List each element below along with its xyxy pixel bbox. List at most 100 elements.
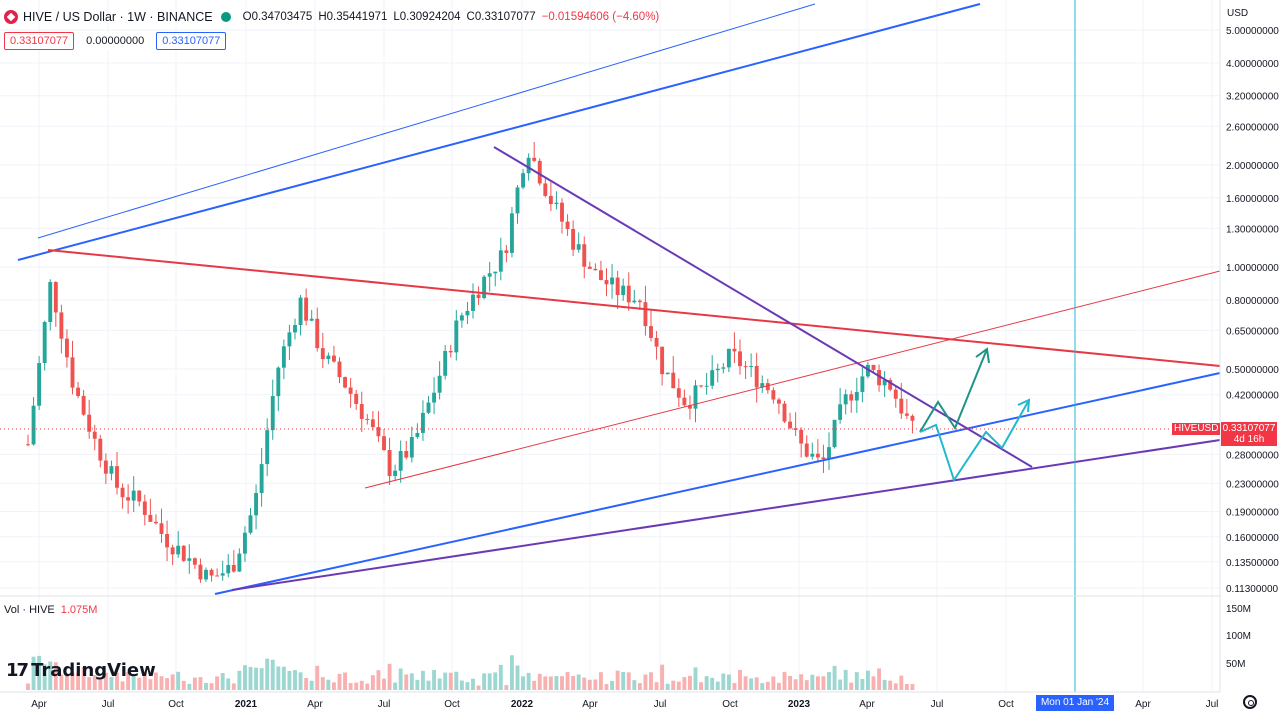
volume-bar xyxy=(398,668,403,690)
time-tick-label: Jul xyxy=(1206,699,1219,710)
volume-bar xyxy=(888,680,893,690)
volume-bar xyxy=(309,680,314,690)
price-tick-label: 5.00000000 xyxy=(1226,26,1279,37)
candle-body xyxy=(187,558,192,561)
volume-bar xyxy=(482,673,487,690)
volume-bar xyxy=(76,672,81,690)
volume-bar xyxy=(115,672,119,690)
volume-bar xyxy=(331,682,336,690)
candle-body xyxy=(743,366,748,368)
volume-value: 1.075M xyxy=(60,604,98,616)
volume-bar xyxy=(387,663,392,690)
outer-channel-line[interactable] xyxy=(37,3,816,239)
time-tick-label: Jul xyxy=(102,699,115,710)
candle-body xyxy=(754,366,759,388)
triangle-top-line[interactable] xyxy=(493,146,1033,468)
candle-body xyxy=(888,379,893,390)
price-tick-label: 1.60000000 xyxy=(1226,194,1279,205)
candle-body xyxy=(871,364,876,370)
bullish-projection-path[interactable] xyxy=(919,348,988,433)
candle-body xyxy=(209,569,214,576)
candle-body xyxy=(537,160,542,184)
candle-body xyxy=(348,387,353,394)
hive-logo-icon xyxy=(4,10,18,24)
volume-bar xyxy=(376,670,381,690)
upper-channel-line[interactable] xyxy=(17,3,981,261)
triangle-bottom-line[interactable] xyxy=(231,439,1221,591)
volume-bar xyxy=(37,655,42,690)
time-tick-label: Apr xyxy=(307,699,323,710)
candle-body xyxy=(893,389,898,399)
currency-selector[interactable]: USD xyxy=(1227,8,1249,19)
candle-body xyxy=(370,419,375,428)
candle-body xyxy=(98,438,103,461)
inner-red-line[interactable] xyxy=(364,270,1221,489)
volume-bar xyxy=(415,679,420,690)
settings-icon[interactable] xyxy=(1243,695,1257,709)
volume-bar xyxy=(721,673,726,690)
last-price-ticker: HIVEUSD xyxy=(1172,423,1221,435)
candle-body xyxy=(287,332,292,347)
time-tick-label: Apr xyxy=(1135,699,1151,710)
volume-bar xyxy=(593,679,598,690)
time-tick-label: Oct xyxy=(998,699,1014,710)
candle-body xyxy=(248,515,253,533)
volume-bar xyxy=(281,666,286,690)
volume-bar xyxy=(493,672,498,690)
volume-bar xyxy=(337,673,342,690)
symbol-legend: HIVE / US Dollar · 1W · BINANCE O0.34703… xyxy=(4,9,659,25)
lower-channel-line[interactable] xyxy=(214,372,1221,595)
volume-bar xyxy=(26,683,30,690)
volume-bar xyxy=(632,680,637,690)
candle-body xyxy=(153,521,158,524)
eye-icon[interactable] xyxy=(220,12,231,22)
time-tick-label: Apr xyxy=(31,699,47,710)
volume-bar xyxy=(404,674,409,690)
buy-price-box[interactable]: 0.33107077 xyxy=(156,32,227,50)
volume-bar xyxy=(42,664,47,690)
candle-body xyxy=(749,366,754,368)
candle-body xyxy=(532,157,537,161)
candle-body xyxy=(838,404,843,420)
candle-body xyxy=(910,415,915,421)
bearish-projection-path[interactable] xyxy=(919,399,1030,483)
candle-body xyxy=(365,418,370,420)
volume-bar xyxy=(899,675,904,690)
volume-bar xyxy=(860,678,865,690)
volume-bar xyxy=(587,679,592,690)
volume-bar xyxy=(509,655,514,690)
candle-body xyxy=(610,277,615,285)
volume-bar xyxy=(354,682,359,690)
volume-bar xyxy=(649,672,653,690)
tradingview-logo[interactable]: 17 TradingView xyxy=(6,660,156,681)
candle-body xyxy=(220,573,225,576)
volume-bar xyxy=(304,677,309,690)
volume-bar xyxy=(265,658,270,690)
candle-body xyxy=(432,392,437,403)
low-value: L0.30924204 xyxy=(393,11,461,23)
volume-bar xyxy=(248,666,253,690)
volume-bar xyxy=(259,668,264,690)
candle-body xyxy=(782,403,787,422)
time-axis: Apr Jul Oct 2021 Apr Jul Oct 2022 Apr Jul Oct 2023 A… xyxy=(31,699,1218,710)
candle-body xyxy=(331,355,336,362)
volume-bar xyxy=(454,671,459,690)
candle-body xyxy=(487,273,492,277)
price-tick-label: 0.19000000 xyxy=(1226,507,1279,518)
candle-body xyxy=(398,451,403,471)
candle-body xyxy=(376,427,381,437)
candle-body xyxy=(526,157,531,174)
sell-price-box[interactable]: 0.33107077 xyxy=(4,32,75,50)
volume-bar xyxy=(799,674,804,690)
volume-bar xyxy=(687,675,692,690)
volume-bar xyxy=(621,671,626,690)
volume-bar xyxy=(498,664,503,690)
symbol-title[interactable]: HIVE / US Dollar · 1W · BINANCE xyxy=(23,10,213,24)
volume-bar xyxy=(699,682,704,690)
price-tick-label: 0.50000000 xyxy=(1226,365,1279,376)
resistance-line[interactable] xyxy=(47,249,1221,367)
volume-bar xyxy=(726,674,731,690)
candle-body xyxy=(76,387,81,396)
volume-bar xyxy=(443,672,448,690)
